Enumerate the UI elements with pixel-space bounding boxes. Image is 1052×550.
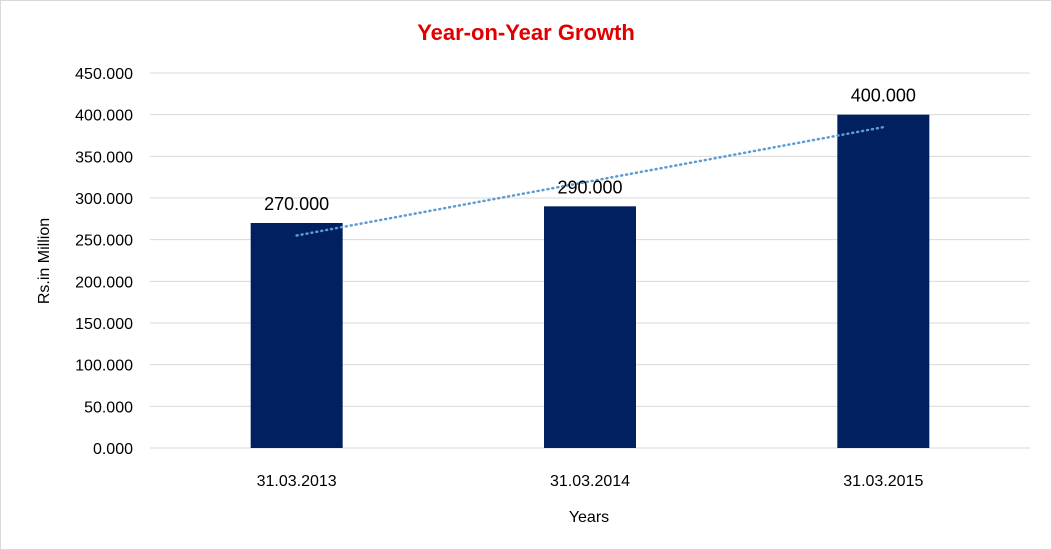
data-label: 270.000 [264,194,329,214]
y-tick-label: 250.000 [75,233,133,250]
bar [837,114,930,449]
y-tick-label: 0.000 [93,441,133,458]
x-tick-label: 31.03.2015 [843,473,923,490]
y-tick-label: 400.000 [75,108,133,125]
data-labels: 270.000 290.000 400.000 [264,86,916,214]
y-axis-ticks: 0.000 50.000 100.000 150.000 200.000 250.000 3… [75,66,133,458]
bar [250,223,343,448]
y-tick-label: 150.000 [75,316,133,333]
y-tick-label: 300.000 [75,191,133,208]
x-tick-label: 31.03.2014 [550,473,630,490]
x-axis-ticks: 31.03.2013 31.03.2014 31.03.2015 [257,473,924,490]
y-tick-label: 350.000 [75,149,133,166]
trendline [295,125,885,237]
data-label: 290.000 [557,177,622,197]
x-axis-label: Years [569,509,609,526]
data-label: 400.000 [851,86,916,106]
y-tick-label: 200.000 [75,274,133,291]
trendline-path [295,125,885,237]
bar [544,206,636,448]
chart-title: Year-on-Year Growth [417,20,635,45]
y-tick-label: 50.000 [84,399,133,416]
y-axis-label: Rs.in Million [36,218,53,304]
y-tick-label: 450.000 [75,66,133,83]
bars [250,114,930,449]
x-tick-label: 31.03.2013 [257,473,337,490]
y-tick-label: 100.000 [75,358,133,375]
